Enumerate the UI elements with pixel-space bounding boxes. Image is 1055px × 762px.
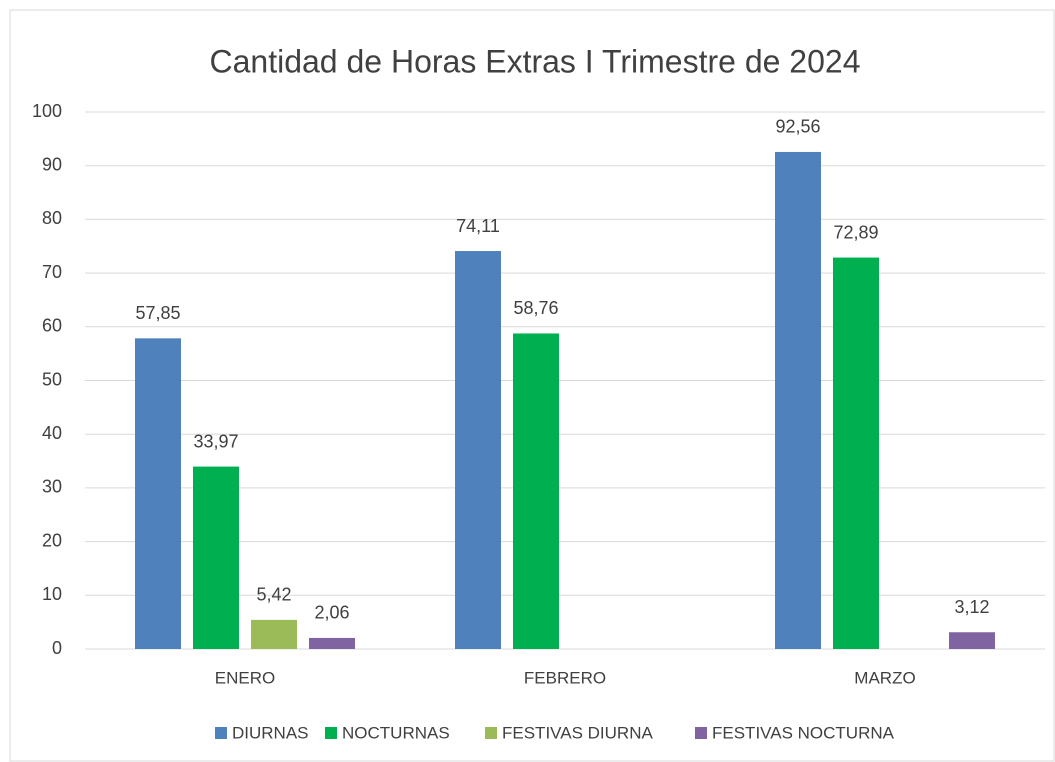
data-label: 33,97 [193, 431, 238, 451]
legend-label: FESTIVAS NOCTURNA [712, 723, 895, 742]
bar [455, 251, 501, 649]
chart-title: Cantidad de Horas Extras I Trimestre de … [210, 43, 861, 79]
y-tick-label: 10 [42, 584, 62, 604]
y-tick-label: 50 [42, 369, 62, 389]
bar [135, 338, 181, 649]
data-label: 58,76 [513, 298, 558, 318]
data-label: 2,06 [314, 603, 349, 623]
y-tick-label: 30 [42, 477, 62, 497]
bar [309, 637, 355, 649]
legend-label: FESTIVAS DIURNA [502, 723, 653, 742]
legend-label: NOCTURNAS [342, 723, 450, 742]
bar [513, 333, 559, 649]
legend-swatch [325, 727, 337, 739]
y-tick-label: 20 [42, 530, 62, 550]
y-tick-label: 100 [32, 101, 62, 121]
bar [251, 619, 297, 649]
legend-swatch [695, 727, 707, 739]
y-tick-label: 90 [42, 154, 62, 174]
y-tick-label: 40 [42, 423, 62, 443]
bar [193, 466, 239, 649]
y-tick-label: 70 [42, 262, 62, 282]
data-label: 92,56 [775, 117, 820, 137]
data-label: 5,42 [256, 585, 291, 605]
data-label: 3,12 [954, 597, 989, 617]
x-tick-label: MARZO [854, 668, 915, 687]
x-tick-label: FEBRERO [524, 668, 606, 687]
bar [775, 151, 821, 649]
legend-label: DIURNAS [232, 723, 309, 742]
data-label: 72,89 [833, 222, 878, 242]
y-tick-label: 80 [42, 208, 62, 228]
legend-swatch [215, 727, 227, 739]
data-label: 74,11 [456, 216, 500, 236]
bar [949, 632, 995, 649]
y-tick-label: 0 [52, 638, 62, 658]
data-label: 57,85 [135, 303, 180, 323]
x-tick-label: ENERO [215, 668, 275, 687]
y-tick-label: 60 [42, 316, 62, 336]
bar [833, 257, 879, 649]
legend-swatch [485, 727, 497, 739]
